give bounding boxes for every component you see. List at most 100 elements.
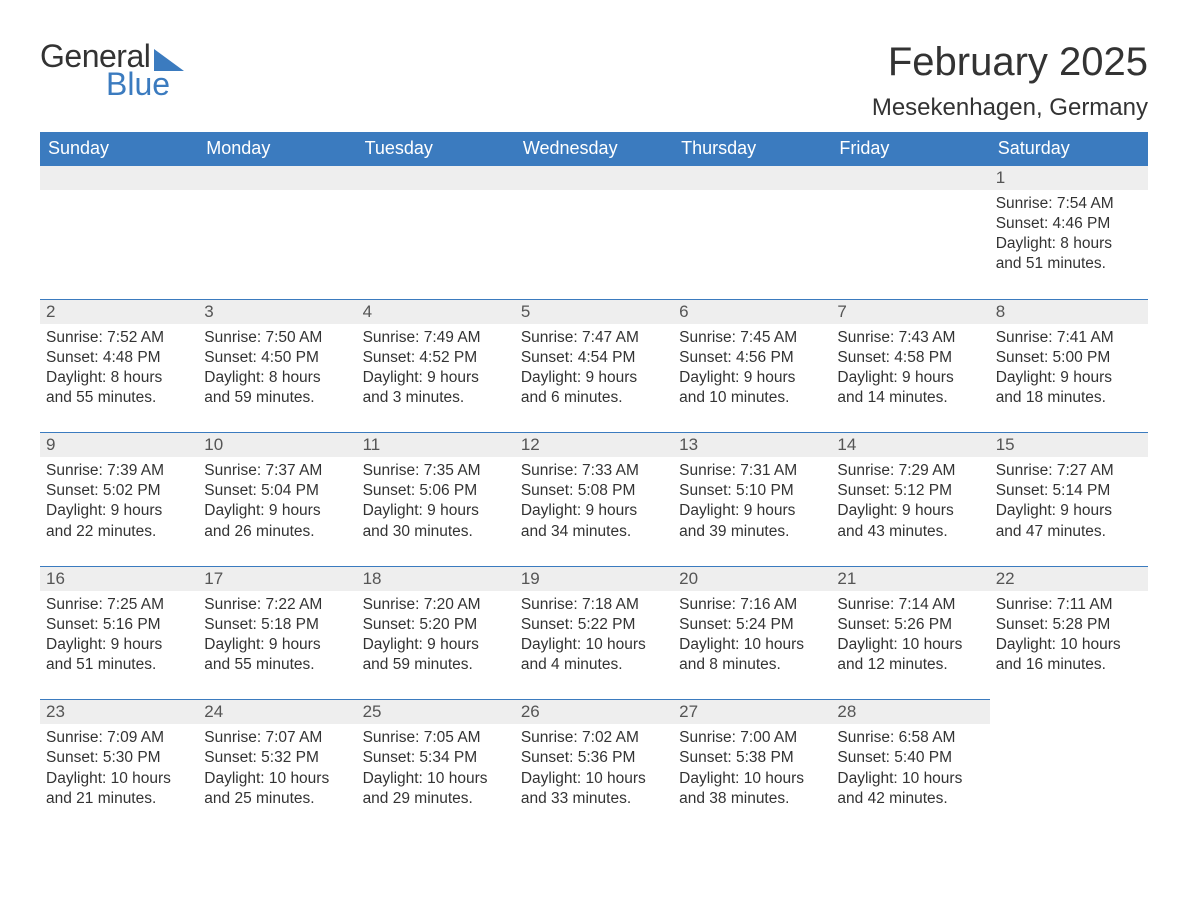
day-content-cell: Sunrise: 7:43 AMSunset: 4:58 PMDaylight:… (831, 324, 989, 433)
day-sunrise: Sunrise: 7:39 AM (46, 461, 192, 481)
day-number-cell: 27 (673, 700, 831, 725)
day-daylight1: Daylight: 9 hours (46, 635, 192, 655)
day-number-cell: 19 (515, 566, 673, 591)
weekday-header-row: SundayMondayTuesdayWednesdayThursdayFrid… (40, 132, 1148, 166)
day-sunset: Sunset: 5:04 PM (204, 481, 350, 501)
weekday-header: Tuesday (357, 132, 515, 166)
day-sunrise: Sunrise: 7:00 AM (679, 728, 825, 748)
day-daylight1: Daylight: 9 hours (996, 501, 1142, 521)
day-number-cell: 26 (515, 700, 673, 725)
day-number-cell: 3 (198, 299, 356, 324)
day-sunset: Sunset: 4:56 PM (679, 348, 825, 368)
day-content-cell: Sunrise: 7:20 AMSunset: 5:20 PMDaylight:… (357, 591, 515, 700)
day-daylight1: Daylight: 9 hours (996, 368, 1142, 388)
day-number-cell: 24 (198, 700, 356, 725)
day-sunrise: Sunrise: 6:58 AM (837, 728, 983, 748)
day-content-cell (831, 190, 989, 299)
day-content-cell: Sunrise: 7:49 AMSunset: 4:52 PMDaylight:… (357, 324, 515, 433)
day-daylight1: Daylight: 9 hours (363, 635, 509, 655)
day-sunset: Sunset: 5:28 PM (996, 615, 1142, 635)
day-content-cell: Sunrise: 6:58 AMSunset: 5:40 PMDaylight:… (831, 724, 989, 833)
day-content-cell (40, 190, 198, 299)
day-content-cell: Sunrise: 7:22 AMSunset: 5:18 PMDaylight:… (198, 591, 356, 700)
week-daynum-row: 1 (40, 166, 1148, 191)
day-sunrise: Sunrise: 7:09 AM (46, 728, 192, 748)
day-daylight2: and 30 minutes. (363, 522, 509, 542)
day-daylight2: and 34 minutes. (521, 522, 667, 542)
day-daylight1: Daylight: 10 hours (521, 635, 667, 655)
day-number-cell (198, 166, 356, 191)
week-daynum-row: 16171819202122 (40, 566, 1148, 591)
day-sunrise: Sunrise: 7:14 AM (837, 595, 983, 615)
day-sunrise: Sunrise: 7:47 AM (521, 328, 667, 348)
day-daylight2: and 59 minutes. (363, 655, 509, 675)
day-number-cell: 10 (198, 433, 356, 458)
day-daylight2: and 33 minutes. (521, 789, 667, 809)
day-sunrise: Sunrise: 7:02 AM (521, 728, 667, 748)
day-daylight2: and 55 minutes. (204, 655, 350, 675)
day-content-cell: Sunrise: 7:37 AMSunset: 5:04 PMDaylight:… (198, 457, 356, 566)
day-content-cell: Sunrise: 7:35 AMSunset: 5:06 PMDaylight:… (357, 457, 515, 566)
day-daylight1: Daylight: 10 hours (46, 769, 192, 789)
day-daylight1: Daylight: 8 hours (204, 368, 350, 388)
day-daylight2: and 6 minutes. (521, 388, 667, 408)
week-content-row: Sunrise: 7:39 AMSunset: 5:02 PMDaylight:… (40, 457, 1148, 566)
day-daylight1: Daylight: 9 hours (679, 368, 825, 388)
day-number-cell: 15 (990, 433, 1148, 458)
day-sunrise: Sunrise: 7:33 AM (521, 461, 667, 481)
day-sunrise: Sunrise: 7:31 AM (679, 461, 825, 481)
weekday-header: Saturday (990, 132, 1148, 166)
day-daylight1: Daylight: 9 hours (521, 501, 667, 521)
weekday-header: Sunday (40, 132, 198, 166)
day-daylight2: and 18 minutes. (996, 388, 1142, 408)
day-daylight2: and 10 minutes. (679, 388, 825, 408)
day-sunrise: Sunrise: 7:27 AM (996, 461, 1142, 481)
day-daylight1: Daylight: 10 hours (837, 635, 983, 655)
week-daynum-row: 9101112131415 (40, 433, 1148, 458)
day-daylight2: and 8 minutes. (679, 655, 825, 675)
day-sunrise: Sunrise: 7:50 AM (204, 328, 350, 348)
day-number-cell: 20 (673, 566, 831, 591)
day-sunset: Sunset: 5:36 PM (521, 748, 667, 768)
day-sunrise: Sunrise: 7:11 AM (996, 595, 1142, 615)
day-number-cell: 11 (357, 433, 515, 458)
weekday-header: Monday (198, 132, 356, 166)
day-number-cell: 1 (990, 166, 1148, 191)
day-daylight1: Daylight: 10 hours (837, 769, 983, 789)
day-number-cell (831, 166, 989, 191)
page-header: General Blue February 2025 Mesekenhagen,… (40, 40, 1148, 130)
day-content-cell: Sunrise: 7:00 AMSunset: 5:38 PMDaylight:… (673, 724, 831, 833)
day-sunset: Sunset: 5:20 PM (363, 615, 509, 635)
day-daylight1: Daylight: 10 hours (521, 769, 667, 789)
day-number-cell: 23 (40, 700, 198, 725)
day-number-cell: 2 (40, 299, 198, 324)
week-daynum-row: 2345678 (40, 299, 1148, 324)
day-sunset: Sunset: 4:54 PM (521, 348, 667, 368)
day-content-cell: Sunrise: 7:27 AMSunset: 5:14 PMDaylight:… (990, 457, 1148, 566)
day-number-cell: 13 (673, 433, 831, 458)
day-daylight1: Daylight: 10 hours (363, 769, 509, 789)
day-sunset: Sunset: 5:40 PM (837, 748, 983, 768)
day-daylight2: and 12 minutes. (837, 655, 983, 675)
day-daylight1: Daylight: 10 hours (204, 769, 350, 789)
day-daylight1: Daylight: 9 hours (363, 368, 509, 388)
day-sunrise: Sunrise: 7:35 AM (363, 461, 509, 481)
day-content-cell: Sunrise: 7:02 AMSunset: 5:36 PMDaylight:… (515, 724, 673, 833)
weekday-header: Wednesday (515, 132, 673, 166)
day-sunrise: Sunrise: 7:54 AM (996, 194, 1142, 214)
day-daylight1: Daylight: 10 hours (679, 635, 825, 655)
day-sunset: Sunset: 4:50 PM (204, 348, 350, 368)
day-sunset: Sunset: 5:14 PM (996, 481, 1142, 501)
day-sunset: Sunset: 5:06 PM (363, 481, 509, 501)
day-sunset: Sunset: 4:52 PM (363, 348, 509, 368)
day-sunset: Sunset: 5:38 PM (679, 748, 825, 768)
page-subtitle: Mesekenhagen, Germany (872, 94, 1148, 122)
day-number-cell (990, 700, 1148, 725)
day-number-cell (673, 166, 831, 191)
day-sunrise: Sunrise: 7:18 AM (521, 595, 667, 615)
day-content-cell: Sunrise: 7:25 AMSunset: 5:16 PMDaylight:… (40, 591, 198, 700)
day-daylight2: and 22 minutes. (46, 522, 192, 542)
day-sunrise: Sunrise: 7:07 AM (204, 728, 350, 748)
day-sunrise: Sunrise: 7:52 AM (46, 328, 192, 348)
day-sunrise: Sunrise: 7:49 AM (363, 328, 509, 348)
